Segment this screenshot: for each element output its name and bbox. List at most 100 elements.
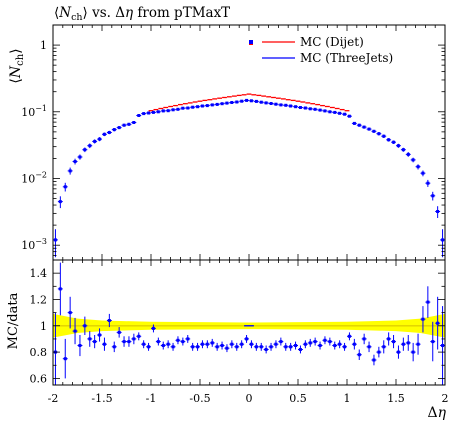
legend-label: MC (Dijet)	[300, 35, 364, 49]
ratio-marker	[357, 353, 361, 357]
x-tick-label: 0.5	[289, 392, 307, 405]
ratio-marker	[215, 345, 219, 349]
ratio-threejets-point	[151, 324, 156, 333]
ratio-threejets-point	[312, 337, 318, 346]
threejets-point	[214, 102, 220, 106]
ratio-threejets-point	[322, 336, 328, 345]
threejets-point	[258, 100, 264, 104]
ratio-marker	[186, 337, 190, 341]
ratio-threejets-point	[420, 306, 426, 333]
ratio-marker	[166, 342, 170, 346]
ratio-marker	[225, 346, 229, 350]
ratio-threejets-point	[293, 341, 298, 350]
ratio-marker	[392, 340, 396, 344]
threejets-point	[302, 106, 308, 110]
threejets-marker	[205, 104, 209, 108]
legend-data-marker	[249, 40, 253, 44]
threejets-marker	[416, 165, 420, 169]
threejets-point	[180, 106, 186, 110]
x-tick-label: -0.5	[189, 392, 210, 405]
threejets-marker	[107, 131, 111, 134]
threejets-point	[376, 132, 382, 136]
threejets-marker	[191, 105, 195, 109]
ratio-threejets-point	[180, 337, 186, 346]
threejets-marker	[181, 106, 185, 110]
ratio-threejets-point	[440, 306, 445, 385]
ratio-marker	[176, 338, 180, 342]
ratio-marker	[98, 333, 102, 337]
ratio-threejets-point	[415, 333, 421, 355]
threejets-marker	[279, 103, 283, 107]
ratio-marker	[254, 345, 258, 349]
x-tick-label: -1	[146, 392, 157, 405]
threejets-point	[307, 107, 313, 111]
ratio-marker	[240, 342, 244, 346]
ratio-threejets-point	[249, 340, 254, 349]
threejets-marker	[377, 132, 381, 136]
ratio-threejets-point	[165, 340, 171, 349]
ratio-threejets-point	[283, 342, 289, 351]
threejets-marker	[289, 104, 293, 108]
threejets-marker	[318, 108, 322, 112]
threejets-marker	[333, 110, 337, 114]
ratio-marker	[431, 340, 435, 344]
threejets-marker	[284, 103, 288, 107]
threejets-point	[361, 125, 367, 129]
ratio-marker	[328, 340, 332, 344]
x-tick-label: -1.5	[91, 392, 112, 405]
ratio-y-tick-label: 1	[40, 320, 47, 333]
threejets-marker	[249, 99, 253, 103]
ratio-marker	[259, 345, 263, 349]
ratio-threejets-point	[111, 341, 117, 353]
ratio-threejets-point	[170, 342, 176, 351]
threejets-point	[435, 206, 441, 218]
threejets-marker	[137, 114, 141, 117]
ratio-threejets-point	[381, 340, 387, 354]
ratio-marker	[352, 342, 356, 346]
threejets-marker	[215, 102, 219, 106]
threejets-marker	[382, 134, 386, 138]
ratio-marker	[401, 342, 405, 346]
ratio-threejets-point	[229, 340, 235, 349]
ratio-marker	[298, 348, 302, 351]
ratio-marker	[181, 340, 185, 344]
chart-title: ⟨Nch⟩ vs. Δη from pTMaxT	[54, 5, 230, 23]
threejets-point	[72, 158, 78, 165]
ratio-marker	[289, 345, 293, 349]
threejets-point	[415, 164, 421, 170]
threejets-marker	[220, 102, 224, 106]
threejets-marker	[308, 107, 312, 111]
x-tick-label: 1	[344, 392, 351, 405]
ratio-marker	[210, 341, 214, 345]
ratio-threejets-point	[224, 344, 230, 353]
ratio-marker	[323, 338, 327, 342]
threejets-marker	[347, 114, 351, 118]
threejets-point	[190, 105, 196, 109]
legend-data-marker-red	[249, 44, 253, 45]
threejets-point	[342, 112, 347, 116]
threejets-marker	[112, 128, 116, 132]
threejets-marker	[441, 238, 445, 242]
threejets-marker	[156, 110, 160, 114]
threejets-point	[322, 109, 328, 113]
ratio-marker	[367, 345, 371, 349]
threejets-point	[268, 102, 274, 105]
ratio-marker	[132, 337, 136, 341]
ratio-threejets-point	[200, 340, 205, 349]
ratio-marker	[343, 345, 347, 349]
ratio-threejets-point	[396, 345, 401, 359]
threejets-marker	[230, 101, 234, 104]
threejets-point	[366, 127, 372, 131]
ratio-marker	[220, 344, 224, 347]
threejets-marker	[122, 123, 126, 127]
ratio-marker	[161, 344, 165, 347]
ratio-marker	[137, 334, 141, 338]
ratio-threejets-point	[67, 296, 73, 329]
ratio-marker	[303, 342, 307, 346]
ratio-marker	[117, 330, 121, 334]
ratio-marker	[387, 337, 391, 341]
threejets-point	[111, 128, 117, 132]
threejets-marker	[401, 148, 405, 152]
threejets-point	[141, 112, 147, 116]
threejets-point	[391, 140, 396, 144]
